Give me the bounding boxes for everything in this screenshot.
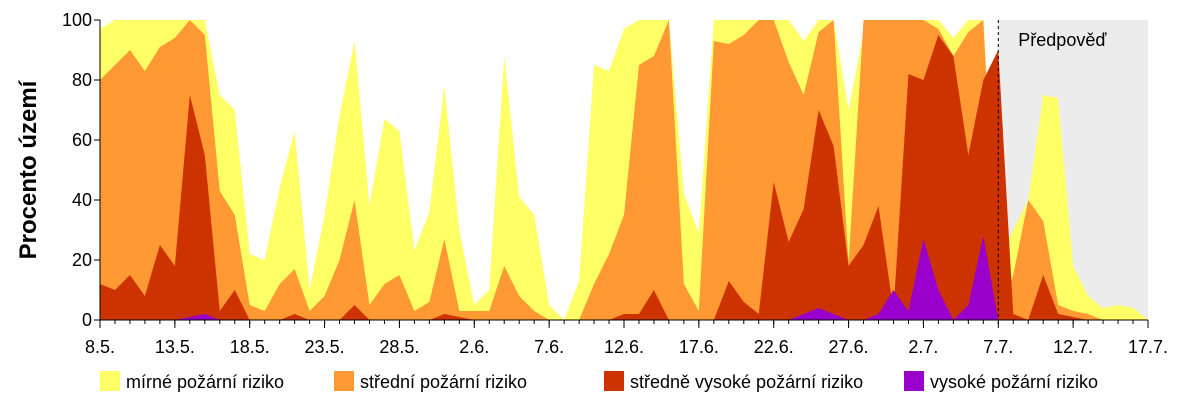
x-tick-label: 2.7.: [908, 337, 938, 357]
x-tick-label: 7.6.: [534, 337, 564, 357]
y-tick-labels: 0 20 40 60 80 100: [62, 10, 92, 330]
x-tick-label: 23.5.: [305, 337, 345, 357]
legend: mírné požární riziko střední požární rizi…: [100, 371, 1098, 392]
legend-swatch: [604, 371, 624, 391]
x-tick-label: 27.6.: [829, 337, 869, 357]
forecast-label: Předpověď: [1018, 30, 1107, 50]
legend-label: vysoké požární riziko: [930, 372, 1098, 392]
x-tick-label: 22.6.: [754, 337, 794, 357]
legend-swatch: [100, 371, 120, 391]
x-tick-label: 12.7.: [1053, 337, 1093, 357]
x-tick-label: 7.7.: [983, 337, 1013, 357]
x-tick-label: 18.5.: [230, 337, 270, 357]
legend-swatch: [904, 371, 924, 391]
x-tick-label: 28.5.: [379, 337, 419, 357]
y-tick-label: 20: [72, 250, 92, 270]
x-tick-label: 17.7.: [1128, 337, 1168, 357]
y-tick-label: 80: [72, 70, 92, 90]
axes: [94, 19, 1149, 328]
y-tick-label: 60: [72, 130, 92, 150]
y-tick-label: 0: [82, 310, 92, 330]
area-series-3: [100, 35, 1148, 320]
x-tick-label: 8.5.: [85, 337, 115, 357]
x-tick-labels: 8.5. 13.5. 18.5. 23.5. 28.5. 2.6. 7.6. 12.6. 17.…: [85, 337, 1168, 357]
legend-label: středně vysoké požární riziko: [630, 372, 863, 392]
y-tick-label: 100: [62, 10, 92, 30]
x-tick-label: 17.6.: [679, 337, 719, 357]
y-tick-label: 40: [72, 190, 92, 210]
legend-swatch: [334, 371, 354, 391]
x-tick-label: 2.6.: [459, 337, 489, 357]
y-axis-title: Procento území: [15, 79, 42, 259]
x-tick-label: 13.5.: [155, 337, 195, 357]
series-areas: [100, 20, 1148, 320]
legend-label: střední požární riziko: [360, 372, 527, 392]
x-tick-label: 12.6.: [604, 337, 644, 357]
area-series-2: [100, 20, 1148, 320]
legend-label: mírné požární riziko: [126, 372, 284, 392]
